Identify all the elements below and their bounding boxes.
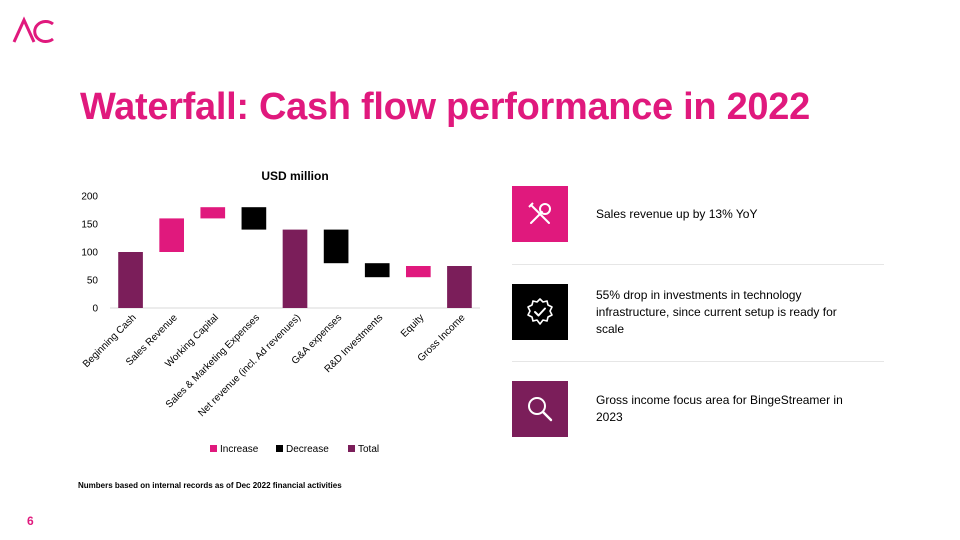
magnifier-icon: [528, 397, 553, 422]
y-tick-label: 200: [81, 192, 98, 203]
insight-text: Sales revenue up by 13% YoY: [596, 206, 758, 221]
y-tick-label: 50: [87, 276, 99, 287]
chart-title: USD million: [261, 169, 328, 183]
bar-increase: [200, 207, 226, 219]
brand-logo: [12, 16, 54, 43]
insight-text: 55% drop in investments in technology in…: [596, 287, 837, 336]
insight-icon-box: [512, 186, 568, 242]
legend-label: Decrease: [286, 444, 329, 455]
bar-total: [118, 252, 143, 308]
y-tick-label: 150: [81, 220, 98, 231]
insight-item-tech: 55% drop in investments in technology in…: [512, 284, 892, 342]
y-tick-label: 0: [92, 304, 98, 315]
divider: [512, 361, 884, 362]
legend-swatch: [276, 445, 283, 452]
insight-item-sales: Sales revenue up by 13% YoY: [512, 186, 892, 244]
bar-total: [282, 229, 308, 308]
bar-decrease: [364, 263, 390, 278]
insight-item-gross: Gross income focus area for BingeStreame…: [512, 381, 892, 439]
tools-icon: [528, 202, 551, 224]
insight-text: Gross income focus area for BingeStreame…: [596, 393, 843, 424]
page-number: 6: [27, 514, 34, 528]
legend-label: Increase: [220, 444, 259, 455]
badge-check-icon: [527, 298, 553, 325]
insight-icon-box: [512, 284, 568, 340]
bar-decrease: [241, 207, 267, 230]
page-title: Waterfall: Cash flow performance in 2022: [80, 86, 810, 128]
divider: [512, 264, 884, 265]
bar-increase: [406, 266, 431, 278]
legend-label: Total: [358, 444, 379, 455]
insight-icon-box: [512, 381, 568, 437]
bar-total: [447, 266, 472, 308]
bar-increase: [159, 218, 184, 252]
legend-swatch: [210, 445, 217, 452]
legend-swatch: [348, 445, 355, 452]
bar-decrease: [323, 229, 349, 264]
footnote: Numbers based on internal records as of …: [78, 481, 342, 490]
y-tick-label: 100: [81, 248, 98, 259]
x-tick-label: Equity: [399, 312, 426, 339]
